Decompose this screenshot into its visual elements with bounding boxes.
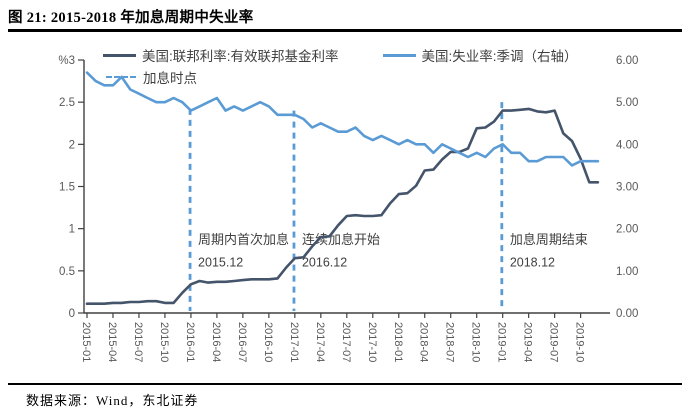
x-tick-label: 2019-07 — [548, 322, 560, 362]
x-tick-label: 2019-01 — [496, 322, 508, 362]
x-tick-label: 2016-10 — [262, 322, 274, 362]
legend-item-fed-rate: 美国:联邦利率:有效联邦基金利率 — [103, 45, 339, 65]
hike-annotation-label: 周期内首次加息 — [198, 232, 289, 247]
x-tick-label: 2019-10 — [574, 322, 586, 362]
unemployment-line-swatch — [382, 53, 416, 57]
x-tick-label: 2017-10 — [366, 322, 378, 362]
x-tick-label: 2018-04 — [418, 322, 430, 362]
x-tick-label: 2017-01 — [288, 322, 300, 362]
y-right-tick-label: 3.00 — [616, 182, 638, 194]
y-right-tick-label: 6.00 — [616, 55, 638, 67]
legend-item-unemployment: 美国:失业率:季调（右轴） — [382, 45, 578, 65]
footer-divider — [8, 383, 682, 385]
x-tick-label: 2019-04 — [522, 322, 534, 362]
x-tick-label: 2015-07 — [132, 322, 144, 362]
x-tick-label: 2018-01 — [392, 322, 404, 362]
y-left-tick-label: 0.5 — [59, 266, 75, 278]
x-tick-label: 2015-10 — [158, 322, 170, 362]
hike-vlines: 周期内首次加息 2015.12 连续加息开始 2016.12 加息周期结束 2018.12 — [188, 102, 588, 311]
legend-hike-points: 加息时点 — [106, 67, 197, 87]
hike-annotation-label: 加息周期结束 — [510, 232, 588, 247]
y-left-tick-label: 1 — [69, 224, 75, 236]
chart-canvas: 周期内首次加息 2015.12 连续加息开始 2016.12 加息周期结束 2018.12… — [58, 55, 638, 362]
y-right-tick-label: 1.00 — [616, 266, 638, 278]
legend: 美国:联邦利率:有效联邦基金利率 美国:失业率:季调（右轴） — [103, 45, 578, 65]
x-tick-label: 2015-04 — [106, 322, 118, 362]
y-right-tick-label: 4.00 — [616, 139, 638, 151]
y-right-tick-label: 2.00 — [616, 224, 638, 236]
y-left-tick-label: 0 — [69, 308, 75, 320]
y-right-tick-label: 5.00 — [616, 97, 638, 109]
x-tick-label: 2017-04 — [314, 322, 326, 362]
data-series — [85, 71, 600, 306]
x-tick-label: 2015-01 — [80, 322, 92, 362]
x-tick-label: 2016-04 — [210, 322, 222, 362]
unemployment-legend-label: 美国:失业率:季调（右轴） — [421, 49, 578, 64]
x-tick-label: 2018-07 — [444, 322, 456, 362]
hike-annotation-date: 2016.12 — [302, 256, 347, 270]
x-tick-label: 2016-07 — [236, 322, 248, 362]
y-left-tick-label: 1.5 — [59, 182, 75, 194]
hike-annotation-date: 2018.12 — [510, 256, 555, 270]
fed-rate-legend-label: 美国:联邦利率:有效联邦基金利率 — [142, 49, 339, 64]
data-source: 数据来源：Wind，东北证券 — [26, 393, 199, 408]
unemployment-line — [85, 71, 600, 167]
x-tick-label: 2016-01 — [184, 322, 196, 362]
y-left-tick-label: 2 — [69, 139, 75, 151]
hike-annotation-label: 连续加息开始 — [302, 232, 380, 247]
x-tick-label: 2017-07 — [340, 322, 352, 362]
x-tick-label: 2018-10 — [470, 322, 482, 362]
y-left-tick-label: 2.5 — [59, 97, 75, 109]
title-divider — [8, 29, 682, 32]
hike-annotation-date: 2015.12 — [198, 256, 243, 270]
hike-points-legend-label: 加息时点 — [143, 71, 197, 86]
fed-rate-line-swatch — [103, 53, 136, 57]
y-left-tick-label: %3 — [58, 55, 75, 67]
hike-point-dash-swatch — [106, 76, 136, 78]
chart-area: 周期内首次加息 2015.12 连续加息开始 2016.12 加息周期结束 2018.12… — [0, 36, 690, 382]
fed-rate-line — [85, 107, 600, 306]
axes: 0 0.5 1 1.5 2 2.5 %3 0.00 1.00 2.00 3.00 4.00 5.00 6.… — [58, 55, 638, 362]
figure-title: 图 21: 2015-2018 年加息周期中失业率 — [8, 10, 254, 26]
y-right-tick-label: 0.00 — [616, 308, 638, 320]
